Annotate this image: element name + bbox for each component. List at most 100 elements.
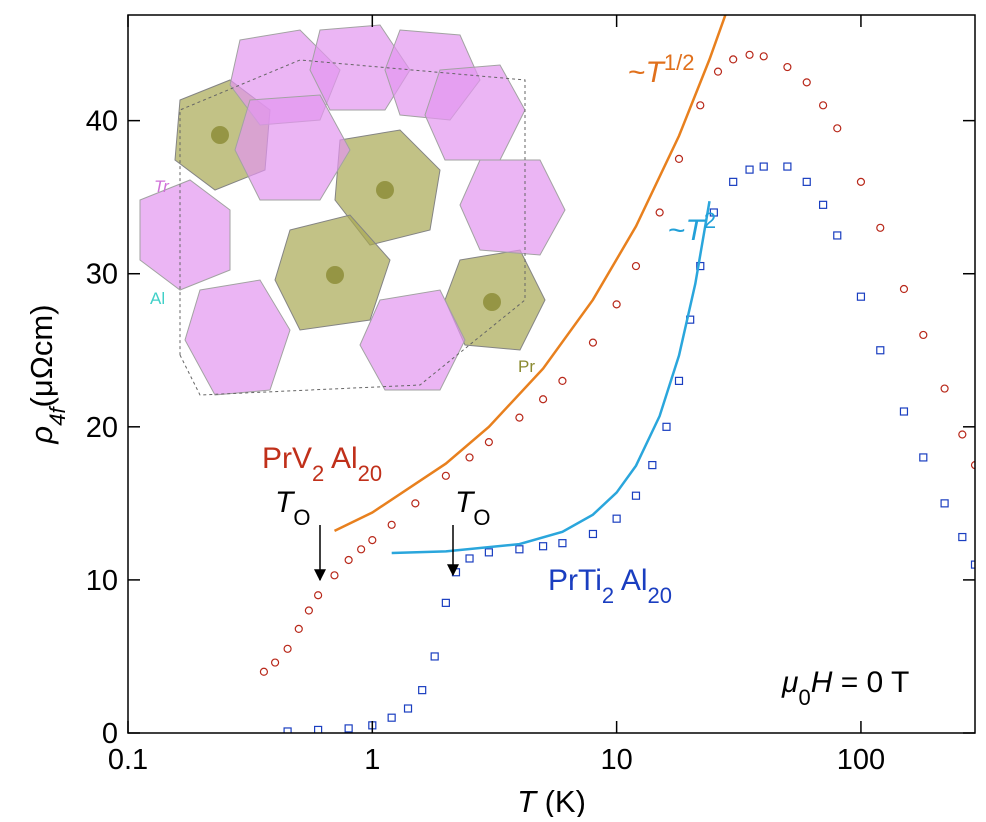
data-point [260,668,267,675]
data-point [697,102,704,109]
data-point [900,286,907,293]
inset-shape [185,280,290,395]
data-point [941,500,948,507]
annotation-part: 20 [358,461,382,486]
x-tick-label: 10 [600,744,632,776]
data-point [345,557,352,564]
annotation-part: O [473,505,490,530]
data-point [656,209,663,216]
data-point [857,293,864,300]
x-axis-symbol: T [517,784,538,817]
y-tick-label: 40 [86,106,118,138]
inset-shape [140,180,230,290]
data-point [540,396,547,403]
data-point [632,492,639,499]
annotation-part: PrTi [548,564,602,597]
inset-atom [483,293,501,311]
data-point [589,530,596,537]
crystal-inset [140,25,565,395]
data-point [589,339,596,346]
data-point [959,431,966,438]
data-point [820,201,827,208]
data-point [331,572,338,579]
data-point [405,705,412,712]
data-point [485,549,492,556]
annotation-part: Al [324,442,357,475]
data-point [746,166,753,173]
data-point [442,599,449,606]
data-point [284,728,291,735]
data-point [784,64,791,71]
data-point [877,224,884,231]
data-point [284,645,291,652]
annotation-part: PrV [262,442,312,475]
y-axis-symbol: ρ [24,426,59,445]
data-point [803,178,810,185]
data-point [388,714,395,721]
inset-atom [211,126,229,144]
data-point [516,546,523,553]
data-point [388,521,395,528]
chart: Tr Al Pr 0.1110100010203040T (K)ρ4f(μΩcm… [0,0,986,817]
annotation-part: 2 [602,583,614,608]
data-point [466,555,473,562]
plot-area [260,14,978,735]
data-point [613,515,620,522]
annotation-part: 20 [648,583,672,608]
inset-shape [425,65,525,160]
annotation-part: 0 [798,685,810,710]
inset-label: Pr [518,357,535,376]
data-point [345,725,352,732]
data-point [412,500,419,507]
annotation: ~T1/2 [628,50,694,90]
data-point [369,537,376,544]
data-point [431,653,438,660]
data-point [834,125,841,132]
data-point [540,543,547,550]
data-point [760,163,767,170]
data-point [857,178,864,185]
data-point [920,331,927,338]
y-axis-unit: (μΩcm) [24,304,59,407]
inset-label: Tr [154,177,170,196]
annotation: TO [275,486,310,530]
data-point [760,53,767,60]
data-point [559,540,566,547]
annotation: μ0H = 0 T [781,666,909,710]
data-point [305,607,312,614]
data-point [877,347,884,354]
data-point [959,534,966,541]
data-point [663,423,670,430]
data-point [900,408,907,415]
inset-shape [235,95,350,200]
data-point [632,263,639,270]
data-point [746,51,753,58]
annotation: PrV2 Al20 [262,442,382,486]
x-axis-unit: (K) [536,784,586,817]
y-tick-label: 10 [86,565,118,597]
data-point [295,625,302,632]
y-tick-label: 30 [86,259,118,291]
annotation: TO [455,486,490,530]
annotation: ~T2 [668,208,716,248]
x-tick-label: 100 [837,744,885,776]
data-point [442,472,449,479]
data-point [820,102,827,109]
data-point [715,68,722,75]
annotation-part: H [811,666,833,699]
data-point [675,155,682,162]
x-tick-label: 1 [364,744,380,776]
annotation-part: μ [781,666,798,699]
data-point [485,439,492,446]
data-point [559,377,566,384]
data-point [272,659,279,666]
data-point [613,301,620,308]
y-axis-label: ρ4f(μΩcm) [24,304,70,444]
data-point [516,414,523,421]
data-point [920,454,927,461]
annotation-part: O [293,505,310,530]
data-point [730,56,737,63]
annotation-part: 1/2 [664,50,695,75]
data-point [649,462,656,469]
inset-shape [460,160,565,255]
